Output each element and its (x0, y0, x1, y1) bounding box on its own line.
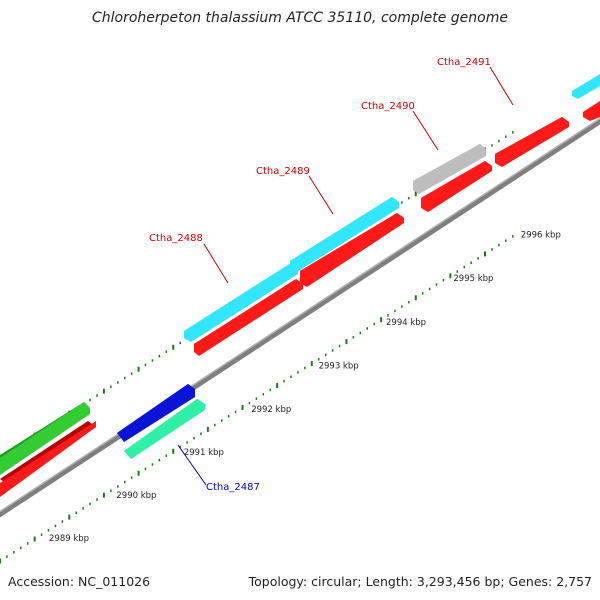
leader-line-ctha-2487 (177, 444, 207, 486)
gene-label-ctha-2487: Ctha_2487 (206, 482, 260, 493)
kbp-label: 2995 kbp (453, 274, 493, 284)
cds-block-6[interactable] (583, 101, 600, 121)
kbp-label: 2990 kbp (116, 491, 156, 501)
gene-tracks (0, 74, 600, 497)
genome-summary-text: Topology: circular; Length: 3,293,456 bp… (248, 574, 592, 589)
kbp-label: 2994 kbp (386, 318, 426, 328)
kbp-label: 2996 kbp (521, 231, 561, 241)
gene-block-ctha-2488[interactable] (184, 263, 298, 342)
cds-block-1[interactable] (0, 421, 96, 497)
cyan-gene-block-right[interactable] (572, 74, 600, 99)
teal-gene-block[interactable] (124, 399, 205, 459)
cds-block-3[interactable] (300, 213, 404, 287)
kbp-label: 2992 kbp (251, 405, 291, 415)
cds-block-2[interactable] (194, 279, 303, 356)
cds-block-5[interactable] (495, 117, 569, 167)
kbp-label: 2991 kbp (184, 448, 224, 458)
leader-line-ctha-2489 (308, 175, 334, 215)
cds-block-4[interactable] (421, 161, 492, 212)
gene-block-ctha-2490[interactable] (413, 144, 486, 194)
gene-label-ctha-2489: Ctha_2489 (256, 166, 310, 177)
map-title: Chloroherpeton thalassium ATCC 35110, co… (92, 10, 508, 26)
green-gene-block[interactable] (0, 402, 90, 475)
gene-block-ctha-2489[interactable] (290, 197, 399, 272)
gene-labels: Ctha_2487 Ctha_2488 Ctha_2489 Ctha_2490 … (149, 57, 491, 493)
kbp-label: 2993 kbp (319, 361, 359, 371)
gene-label-ctha-2488: Ctha_2488 (149, 233, 203, 244)
accession-text: Accession: NC_011026 (8, 574, 151, 589)
gene-label-ctha-2491: Ctha_2491 (437, 57, 491, 68)
kbp-labels: 2989 kbp 2990 kbp 2991 kbp 2992 kbp 2993 kbp… (49, 231, 561, 544)
kbp-label: 2989 kbp (49, 534, 89, 544)
leader-lines (177, 66, 514, 486)
leader-line-ctha-2488 (203, 243, 229, 284)
leader-line-ctha-2490 (412, 110, 439, 151)
gene-block-ctha-2487[interactable] (117, 384, 195, 442)
gene-label-ctha-2490: Ctha_2490 (361, 101, 415, 112)
genome-backbone (0, 117, 600, 518)
leader-line-ctha-2491 (489, 66, 514, 106)
lower-tick-ruler (0, 235, 514, 564)
